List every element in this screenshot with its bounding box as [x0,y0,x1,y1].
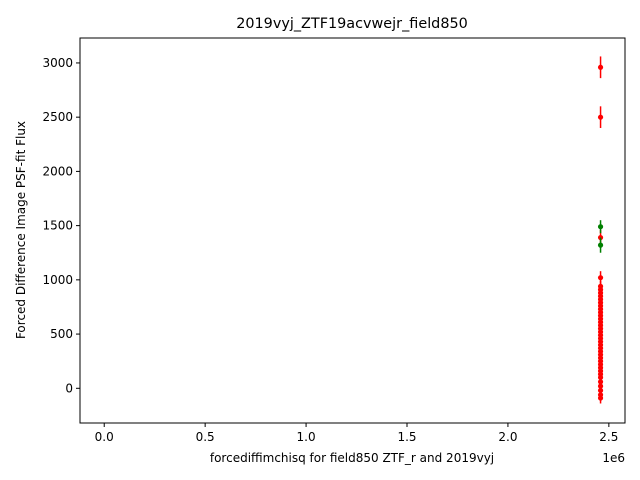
y-tick-label: 0 [65,381,73,395]
data-point [597,114,604,120]
y-tick-label: 1500 [42,219,73,233]
y-tick-label: 2000 [42,164,73,178]
y-axis-label: Forced Difference Image PSF-fit Flux [14,121,28,339]
y-tick-label: 3000 [42,56,73,70]
x-tick-label: 2.5 [599,430,618,444]
data-point [597,234,604,241]
x-axis-ticks: 0.0 0.5 1.0 1.5 2.0 2.5 [95,423,618,444]
x-axis-offset-label: 1e6 [602,451,625,465]
y-tick-label: 1000 [42,273,73,287]
data-point [597,64,604,70]
y-tick-label: 2500 [42,110,73,124]
chart-title: 2019vyj_ZTF19acvwejr_field850 [236,16,468,32]
y-tick-label: 500 [50,327,73,341]
x-tick-label: 1.5 [397,430,416,444]
x-axis-label: forcediffimchisq for field850 ZTF_r and … [210,451,494,465]
data-point [597,242,604,248]
y-axis-ticks: 0 500 1000 1500 2000 2500 3000 [42,56,80,395]
data-point [597,275,604,281]
x-tick-label: 1.0 [297,430,316,444]
plot-area-frame [79,37,626,424]
data-point [597,224,604,230]
x-tick-label: 2.0 [498,430,517,444]
data-point [597,395,604,401]
x-tick-label: 0.5 [196,430,215,444]
x-tick-label: 0.0 [95,430,114,444]
data-points [597,56,604,404]
